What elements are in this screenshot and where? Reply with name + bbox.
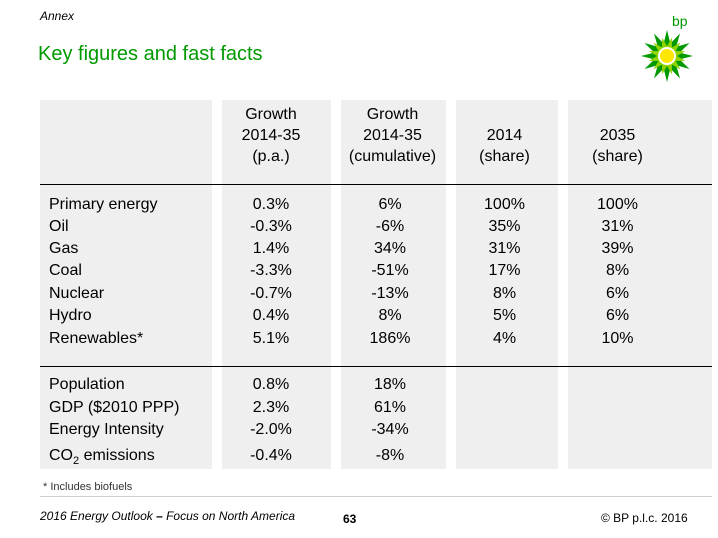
table-row: Coal -3.3% -51% 17% 8% [49,262,630,279]
footnote: * Includes biofuels [43,481,133,493]
table-row: GDP ($2010 PPP) 2.3% 61% [49,399,407,416]
bp-helios-logo-icon [641,30,693,82]
table-row: Energy Intensity -2.0% -34% [49,421,409,438]
column-header-2035-share: 2035 (share) [592,127,643,165]
header-rule [40,184,712,185]
column-separator [331,100,341,469]
table-background [40,100,712,469]
column-header-growth-pa: Growth 2014-35 (p.a.) [241,106,301,165]
table-row: Oil -0.3% -6% 35% 31% [49,218,634,235]
table-row: CO2 emissions -0.4% -8% [0,445,718,467]
section-rule [40,366,712,367]
footer-report-title: 2016 Energy Outlook – Focus on North Ame… [40,509,296,523]
table-row: Primary energy 0.3% 6% 100% 100% [49,196,638,213]
table-row: Hydro 0.4% 8% 5% 6% [49,307,630,324]
table-row: Renewables* 5.1% 186% 4% 10% [49,330,634,347]
copyright: © BP p.l.c. 2016 [601,511,688,525]
column-separator [212,100,222,469]
table-row: Population 0.8% 18% [49,376,407,393]
page-title: Key figures and fast facts [38,43,263,65]
column-header-2014-share: 2014 (share) [479,127,530,165]
footer-divider [40,496,712,497]
page-number: 63 [343,512,357,526]
column-separator [446,100,456,469]
column-separator [558,100,568,469]
bp-logo-text: bp [672,13,688,29]
section-label: Annex [40,9,75,23]
table-row: Gas 1.4% 34% 31% 39% [49,240,634,257]
column-header-growth-cumulative: Growth 2014-35 (cumulative) [348,106,437,165]
co2-label: CO2 emissions [49,447,155,468]
table-row: Nuclear -0.7% -13% 8% 6% [49,285,630,302]
